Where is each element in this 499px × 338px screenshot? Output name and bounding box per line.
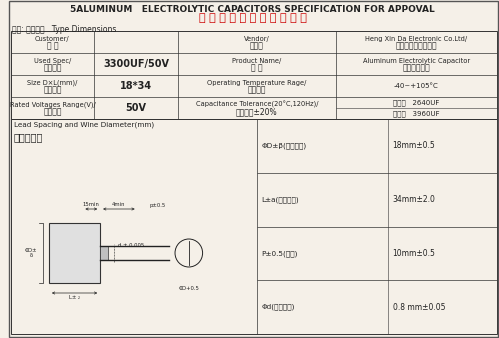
Text: P±0.5(脚距): P±0.5(脚距) [261,250,298,257]
Text: 使用温度: 使用温度 [248,86,266,95]
Text: 15min: 15min [83,202,100,208]
Text: 恒新达电子有限公司: 恒新达电子有限公司 [396,42,437,50]
Text: 客 户: 客 户 [46,42,58,50]
Text: 铝电解电容器: 铝电解电容器 [402,64,430,72]
FancyBboxPatch shape [49,223,100,283]
Text: L± ₂: L± ₂ [69,295,80,300]
Text: 18mm±0.5: 18mm±0.5 [393,141,436,150]
Text: 品 名: 品 名 [251,64,262,72]
Text: 10mm±0.5: 10mm±0.5 [393,249,436,258]
Text: d ± 0.005: d ± 0.005 [118,243,144,248]
Text: 0.8 mm±0.05: 0.8 mm±0.05 [393,303,445,312]
Text: ΦD±β(电容直径): ΦD±β(电容直径) [261,143,307,149]
Text: Aluminum Electrolytic Capacitor: Aluminum Electrolytic Capacitor [363,57,470,64]
FancyBboxPatch shape [100,246,108,260]
Text: Used Spec/: Used Spec/ [34,57,71,64]
Text: 表一: 承认项目   Type Dimensions: 表一: 承认项目 Type Dimensions [11,25,116,34]
Text: Φd(引线直径): Φd(引线直径) [261,304,295,310]
Text: Product Name/: Product Name/ [232,57,281,64]
Text: 通用规格: 通用规格 [43,64,62,72]
Text: 容量范围±20%: 容量范围±20% [236,107,277,117]
Text: Size D×L(mm)/: Size D×L(mm)/ [27,79,78,86]
Text: 供应商: 供应商 [250,42,263,50]
Text: Customer/: Customer/ [35,35,70,42]
Text: Operating Temperature Rage/: Operating Temperature Rage/ [207,79,306,86]
Text: ΦD±
δ: ΦD± δ [25,248,37,258]
Text: 下限：   2640UF: 下限： 2640UF [393,99,440,106]
Text: 34mm±2.0: 34mm±2.0 [393,195,436,204]
Text: L±a(电容高度): L±a(电容高度) [261,196,299,203]
Text: 外型尺寸: 外型尺寸 [43,86,62,95]
Text: -40~+105°C: -40~+105°C [394,83,439,89]
Text: 18*34: 18*34 [120,81,152,91]
Text: 5ALUMINUM   ELECTROLYTIC CAPACITORS SPECIFICATION FOR APPOVAL: 5ALUMINUM ELECTROLYTIC CAPACITORS SPECIF… [70,5,435,14]
Text: 50V: 50V [126,103,147,113]
Text: Heng Xin Da Electronic Co.Ltd/: Heng Xin Da Electronic Co.Ltd/ [365,35,468,42]
Text: Capacitance Tolerance(20°C,120Hz)/: Capacitance Tolerance(20°C,120Hz)/ [196,101,318,108]
Text: 上限：   3960UF: 上限： 3960UF [393,110,440,117]
Text: Vendor/: Vendor/ [244,35,269,42]
Text: ΦD+0.5: ΦD+0.5 [178,286,199,291]
Text: p±0.5: p±0.5 [149,202,166,208]
Text: 3300UF/50V: 3300UF/50V [103,59,169,69]
Text: 额定电压: 额定电压 [43,107,62,117]
Text: 铝 电 解 电 容 器 规 格 承 认 书: 铝 电 解 电 容 器 规 格 承 认 书 [199,13,307,23]
Text: 型状及尺寸: 型状及尺寸 [13,132,43,142]
Text: Rated Voltages Range(V)/: Rated Voltages Range(V)/ [9,101,95,108]
Text: Lead Spacing and Wine Diameter(mm): Lead Spacing and Wine Diameter(mm) [13,122,154,128]
Text: 4min: 4min [112,202,126,208]
